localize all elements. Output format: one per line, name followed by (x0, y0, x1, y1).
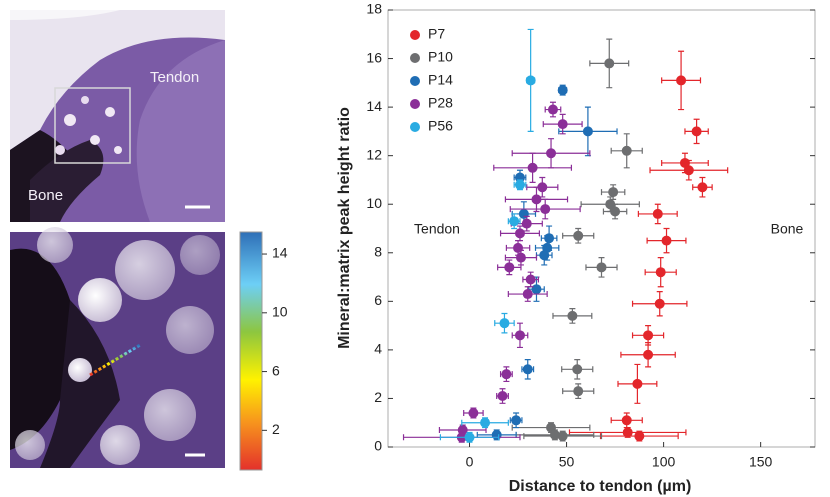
point (522, 364, 533, 375)
point (515, 252, 526, 263)
plot-frame (387, 9, 816, 448)
point (605, 199, 616, 210)
point (514, 228, 525, 239)
point (521, 218, 532, 229)
point (573, 386, 584, 397)
legend-label: P14 (428, 72, 453, 88)
colorbar (239, 231, 263, 471)
point (522, 289, 533, 300)
point (632, 378, 643, 389)
point (557, 431, 568, 442)
point (573, 230, 584, 241)
point (491, 429, 502, 440)
point (531, 284, 542, 295)
point (622, 427, 633, 438)
point (525, 75, 536, 86)
legend-marker (410, 53, 420, 63)
point (661, 235, 672, 246)
point (514, 179, 525, 190)
point (499, 318, 510, 329)
point (596, 262, 607, 273)
image-label: Tendon (150, 69, 199, 86)
point (634, 431, 645, 442)
micrograph-bottom (10, 227, 225, 468)
point (546, 148, 557, 159)
point (567, 310, 578, 321)
point (511, 415, 522, 426)
point (537, 182, 548, 193)
point (527, 162, 538, 173)
point (572, 364, 583, 375)
point (504, 262, 515, 273)
point (464, 432, 475, 443)
point (697, 182, 708, 193)
point (540, 204, 551, 215)
point (643, 349, 654, 360)
point (652, 208, 663, 219)
point (691, 126, 702, 137)
image-label: Bone (28, 187, 63, 204)
legend-marker (410, 76, 420, 86)
point (557, 85, 568, 96)
legend-label: P56 (428, 118, 453, 134)
legend-marker (410, 99, 420, 109)
point (676, 75, 687, 86)
annotation: Tendon (414, 221, 460, 237)
legend-label: P7 (428, 26, 445, 42)
point (468, 408, 479, 419)
colorbar-tick-label: 10 (272, 304, 288, 320)
point (525, 274, 536, 285)
y-tick-label: 2 (374, 389, 382, 405)
annotation: Bone (771, 221, 804, 237)
y-tick-label: 18 (366, 1, 382, 17)
point (621, 415, 632, 426)
legend-marker (410, 122, 420, 132)
y-axis-label: Mineral:matrix peak height ratio (336, 107, 353, 349)
y-tick-label: 4 (374, 341, 382, 357)
point (480, 417, 491, 428)
point (531, 194, 542, 205)
point (604, 58, 615, 69)
x-tick-label: 100 (652, 454, 676, 470)
legend-label: P28 (428, 95, 453, 111)
y-tick-label: 16 (366, 49, 382, 65)
y-tick-label: 0 (374, 438, 382, 454)
y-tick-label: 12 (366, 146, 382, 162)
point (514, 330, 525, 341)
colorbar-tick-label: 6 (272, 362, 280, 378)
point (549, 429, 560, 440)
legend-marker (410, 30, 420, 40)
x-axis-label: Distance to tendon (µm) (509, 478, 692, 495)
point (608, 187, 619, 198)
point (501, 369, 512, 380)
point (621, 145, 632, 156)
point (643, 330, 654, 341)
y-tick-label: 14 (366, 98, 382, 114)
point (582, 126, 593, 137)
point (544, 233, 555, 244)
point (654, 298, 665, 309)
point (547, 104, 558, 115)
point (655, 267, 666, 278)
x-tick-label: 150 (749, 454, 773, 470)
point (497, 391, 508, 402)
x-tick-label: 0 (466, 454, 474, 470)
y-tick-label: 6 (374, 292, 382, 308)
point (509, 216, 520, 227)
micrograph-top: Tendon Bone (10, 10, 225, 222)
point (539, 250, 550, 261)
x-tick-label: 50 (559, 454, 575, 470)
point (557, 119, 568, 130)
legend-label: P10 (428, 49, 453, 65)
y-tick-label: 10 (366, 195, 382, 211)
colorbar-tick-label: 14 (272, 245, 288, 261)
point (610, 206, 621, 217)
colorbar-tick-label: 2 (272, 421, 280, 437)
point (683, 165, 694, 176)
y-tick-label: 8 (374, 243, 382, 259)
